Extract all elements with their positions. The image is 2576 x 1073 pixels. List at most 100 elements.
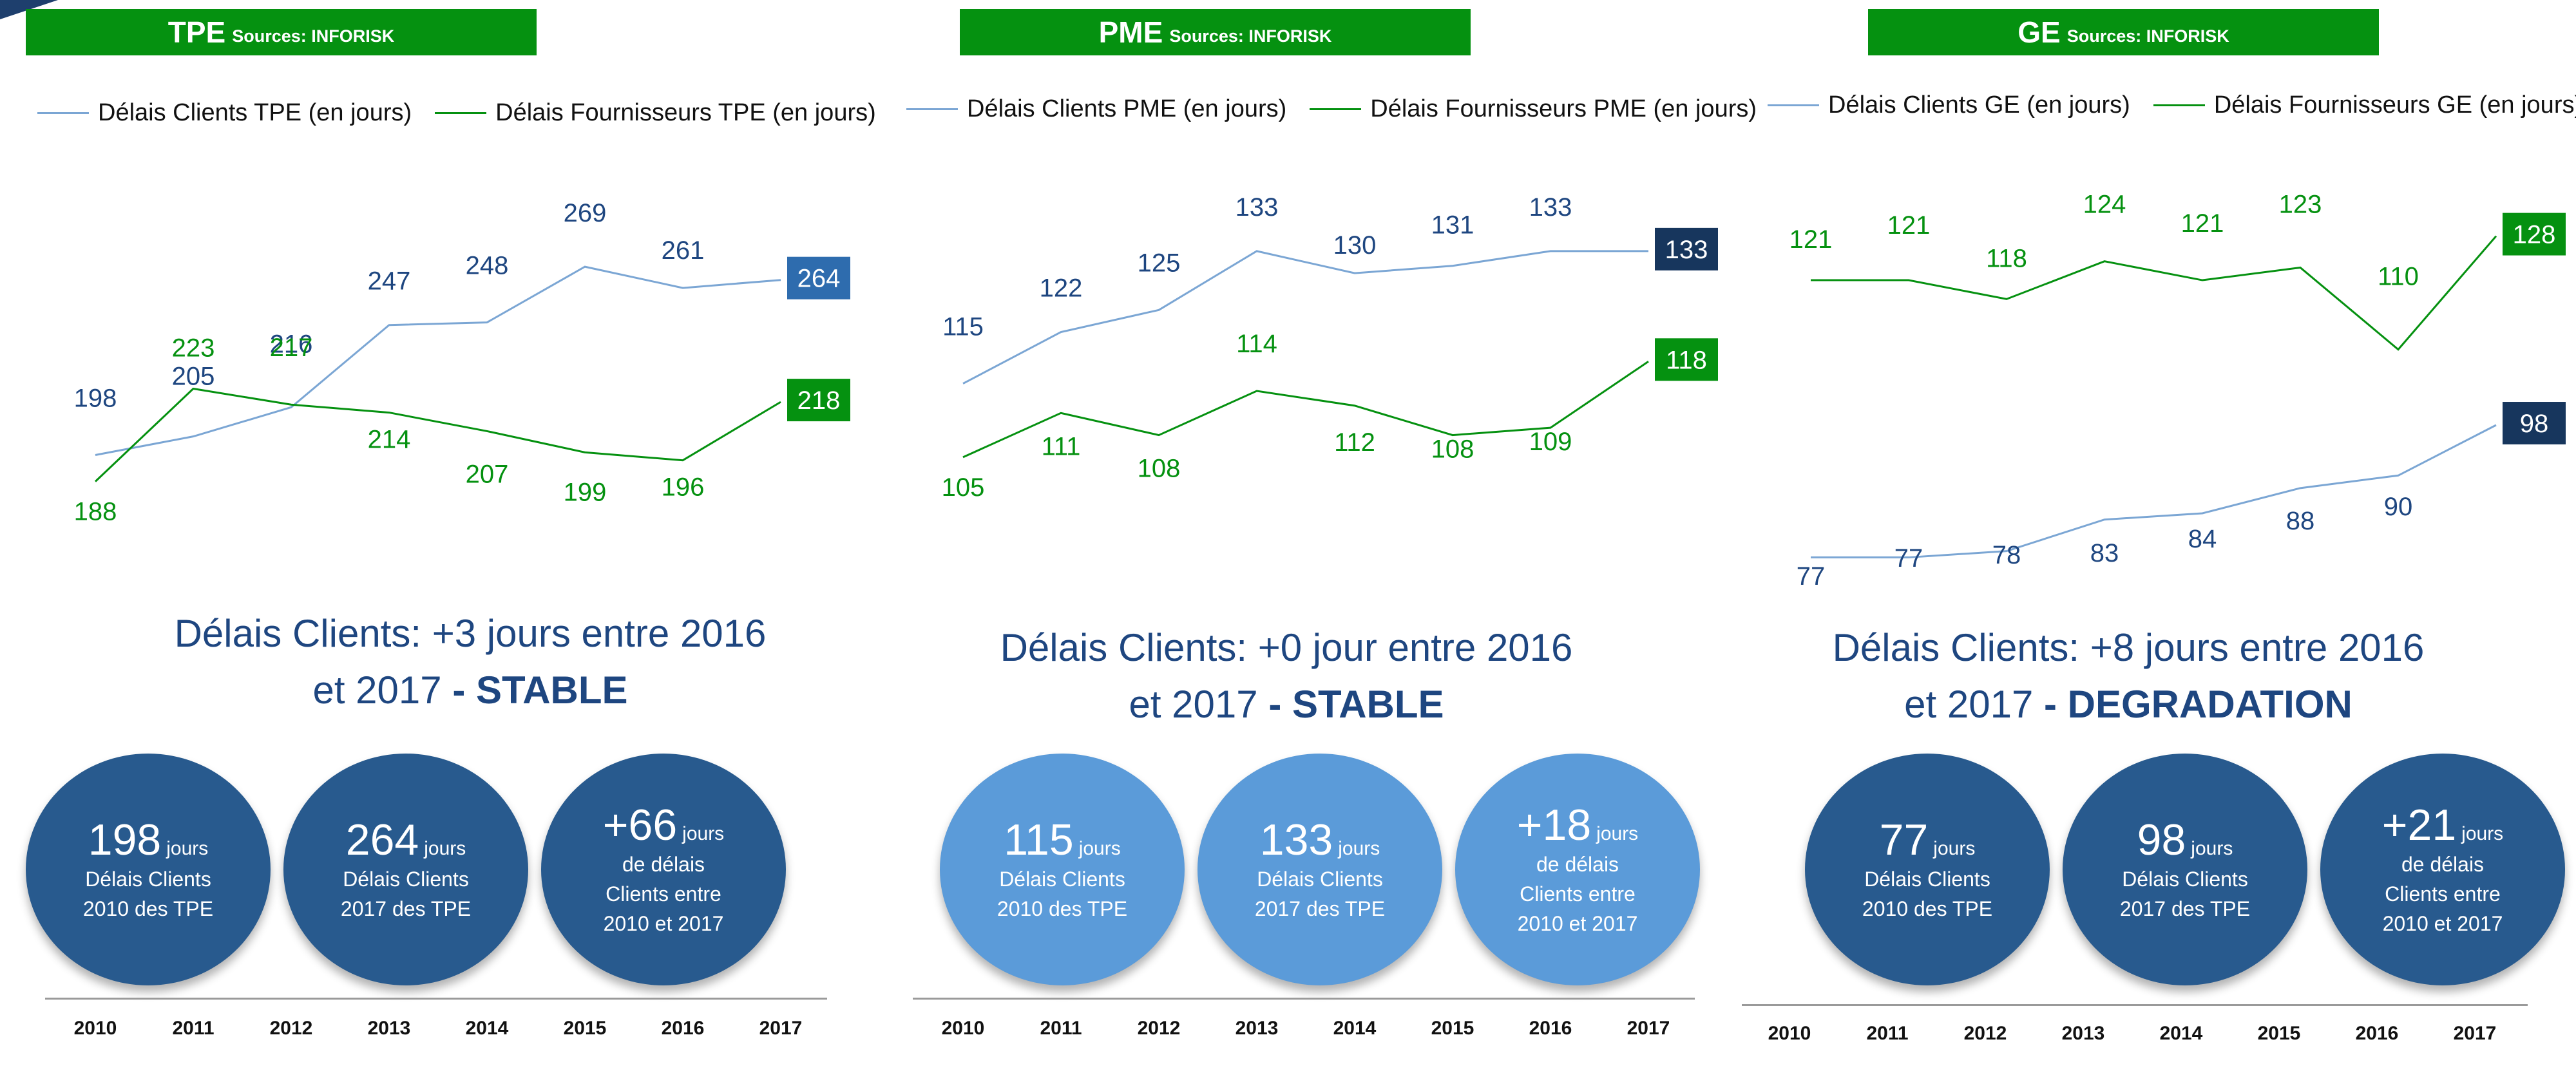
subtitle-prefix: et 2017 — [1129, 683, 1258, 726]
kpi-unit: jours — [682, 823, 725, 844]
x-axis-line — [45, 998, 827, 1000]
chart-title: PME — [1098, 15, 1163, 49]
x-axis-line — [1742, 1004, 2528, 1006]
data-label: 122 — [1040, 274, 1083, 303]
legend-label-clients: Délais Clients TPE (en jours) — [98, 99, 412, 126]
data-label: 214 — [368, 426, 411, 454]
data-label: 247 — [368, 267, 411, 296]
kpi-description-line: 2010 et 2017 — [603, 912, 724, 935]
kpi-value-row: 198 jours — [88, 815, 209, 864]
chart-title: GE — [2018, 15, 2061, 49]
chart-source: Sources: INFORISK — [232, 26, 395, 46]
kpi-value: 198 — [88, 815, 162, 864]
end-value-box — [1655, 227, 1718, 271]
kpi-value: +66 — [602, 801, 678, 850]
data-label: 112 — [1334, 428, 1375, 457]
data-label: 90 — [2384, 493, 2413, 521]
data-label: 264 — [797, 265, 841, 293]
kpi-bubble: 198 jours Délais Clients 2010 des TPE — [26, 754, 271, 985]
x-tick-label: 2011 — [1866, 1023, 1909, 1044]
data-label: 207 — [466, 460, 509, 488]
legend-item-fournisseurs: Délais Fournisseurs PME (en jours) — [1310, 95, 1757, 123]
data-label: 121 — [1887, 211, 1931, 240]
series-line-fournisseurs — [962, 361, 1649, 459]
x-tick-label: 2016 — [661, 1018, 705, 1039]
kpi-unit: jours — [1933, 838, 1976, 859]
kpi-description-line: Délais Clients — [2122, 868, 2248, 891]
kpi-unit: jours — [1338, 838, 1380, 859]
kpi-description-line: Clients entre — [606, 882, 721, 906]
x-tick-label: 2015 — [1431, 1018, 1474, 1039]
data-label: 98 — [2520, 410, 2549, 438]
data-label: 124 — [2083, 191, 2126, 219]
data-label: 125 — [1138, 249, 1181, 277]
chart-title: TPE — [167, 15, 226, 49]
x-axis-line — [913, 998, 1695, 1000]
kpi-bubble: 115 jours Délais Clients 2010 des TPE — [940, 754, 1185, 985]
legend-label-clients: Délais Clients GE (en jours) — [1828, 91, 2130, 119]
end-value-box — [1655, 338, 1718, 381]
x-tick-label: 2013 — [2061, 1023, 2105, 1044]
subtitle-line-2: et 2017 - STABLE — [906, 676, 1666, 733]
kpi-description-line: 2010 des TPE — [82, 897, 214, 920]
kpi-description-line: Clients entre — [1520, 882, 1636, 906]
subtitle-line-1: Délais Clients: +3 jours entre 2016 — [174, 612, 767, 655]
end-value-box — [787, 256, 850, 299]
kpi-bubble: +21 jours de délais Clients entre 2010 et 20… — [2320, 754, 2565, 985]
end-value-box — [787, 379, 850, 422]
kpi-description-line: Délais Clients — [85, 868, 211, 891]
data-label: 196 — [662, 473, 705, 502]
data-label: 109 — [1529, 428, 1572, 456]
data-label: 217 — [270, 334, 313, 362]
line-chart-tpe: 198 205 216 247 248 269 261 264 188 223 217 214 207 1… — [74, 199, 850, 526]
kpi-description-line: Délais Clients — [1257, 868, 1383, 891]
data-label: 110 — [2378, 263, 2419, 291]
x-tick-label: 2013 — [367, 1018, 411, 1039]
subtitle-separator: - — [1257, 683, 1292, 726]
data-label: 121 — [1789, 225, 1833, 254]
legend-swatch-fournisseurs — [2153, 104, 2205, 106]
subtitle-line-1: Délais Clients: +0 jour entre 2016 — [1000, 626, 1573, 669]
x-tick-label: 2010 — [1768, 1023, 1811, 1044]
end-value-label: 118 — [1655, 338, 1718, 381]
data-label: 131 — [1431, 211, 1474, 240]
data-label: 108 — [1431, 435, 1474, 464]
subtitle-prefix: et 2017 — [312, 669, 442, 712]
legend-swatch-clients — [1768, 104, 1819, 106]
kpi-description-line: Délais Clients — [343, 868, 469, 891]
chart-subtitle: Délais Clients: +8 jours entre 2016 et 2… — [1748, 620, 2508, 733]
kpi-description-line: Délais Clients — [1864, 868, 1990, 891]
kpi-value: 115 — [1004, 815, 1074, 864]
data-label: 84 — [2188, 525, 2217, 553]
subtitle-keyword: STABLE — [475, 669, 628, 712]
kpi-value-row: 115 jours — [1004, 815, 1120, 864]
kpi-unit: jours — [166, 838, 209, 859]
series-line-clients — [1811, 424, 2497, 558]
kpi-description-line: Clients entre — [2385, 882, 2501, 906]
subtitle-line-2: et 2017 - DEGRADATION — [1748, 676, 2508, 733]
x-tick-label: 2015 — [563, 1018, 607, 1039]
kpi-bubble: +66 jours de délais Clients entre 2010 et 20… — [541, 754, 786, 985]
subtitle-separator: - — [2033, 683, 2068, 726]
kpi-value-row: 98 jours — [2137, 815, 2233, 864]
legend-swatch-clients — [37, 111, 89, 114]
line-chart-ge: 77 77 78 83 84 88 90 98 121 121 118 124 121 123 110 128 — [1789, 190, 2566, 591]
data-label: 269 — [564, 199, 607, 227]
line-chart-pme: 115 122 125 133 130 131 133 133 105 111 108 114 112 1… — [942, 193, 1718, 502]
chart-subtitle: Délais Clients: +0 jour entre 2016 et 20… — [906, 620, 1666, 733]
series-line-fournisseurs — [1811, 235, 2497, 351]
chart-legend: Délais Clients GE (en jours) Délais Four… — [1768, 89, 2576, 121]
data-label: 83 — [2090, 539, 2119, 567]
end-value-label: 98 — [2503, 402, 2566, 445]
kpi-description-line: Délais Clients — [999, 868, 1125, 891]
kpi-value: 98 — [2137, 815, 2186, 864]
end-value-label: 264 — [787, 256, 850, 299]
x-tick-label: 2010 — [941, 1018, 985, 1039]
kpi-description-line: de délais — [622, 853, 705, 876]
x-tick-label: 2012 — [1963, 1023, 2007, 1044]
data-label: 133 — [1236, 193, 1279, 222]
legend-label-fournisseurs: Délais Fournisseurs PME (en jours) — [1370, 95, 1757, 122]
kpi-value: +21 — [2381, 801, 2457, 850]
chart-title-banner: GE Sources: INFORISK — [1868, 9, 2379, 55]
chart-legend: Délais Clients TPE (en jours) Délais Fou… — [37, 97, 899, 129]
